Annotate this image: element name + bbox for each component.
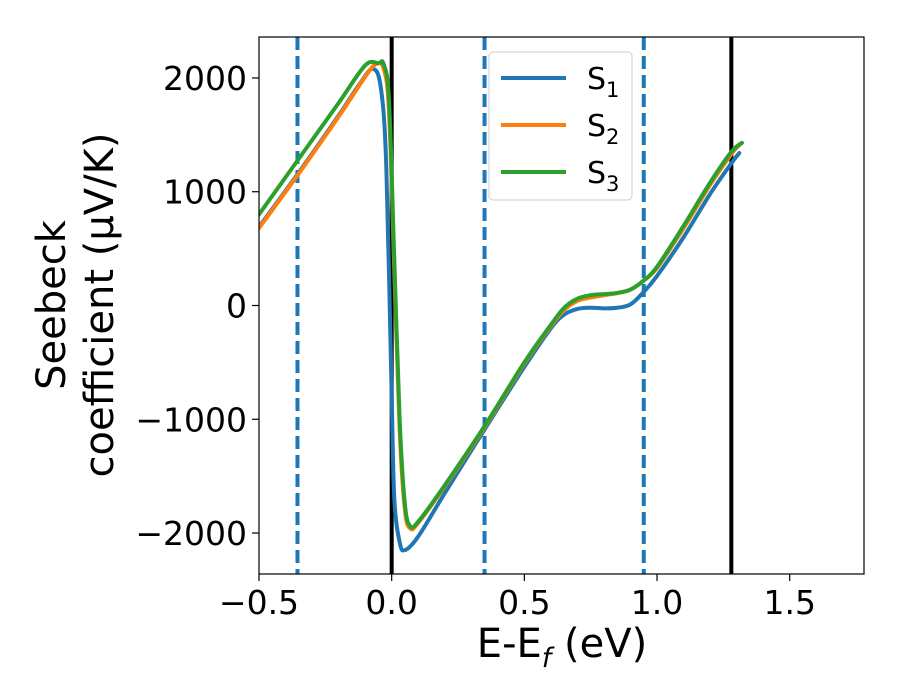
y-tick-label-2: 0 (226, 287, 247, 326)
x-tick-label-0: −0.5 (219, 583, 299, 622)
x-tick-label-3: 1.0 (631, 583, 683, 622)
y-tick-label-0: −2000 (135, 514, 247, 553)
legend-label-3: S3 (587, 156, 619, 196)
x-tick-label-1: 0.0 (365, 583, 417, 622)
y-tick-label-1: −1000 (135, 400, 247, 439)
x-tick-label-2: 0.5 (498, 583, 550, 622)
x-tick-label-4: 1.5 (763, 583, 815, 622)
ticks-layer: −0.5 0.0 0.5 1.0 1.5 −2000 −1000 0 1000 2000 (135, 59, 816, 622)
y-axis-label-line1: Seebeck (29, 219, 75, 390)
y-tick-label-4: 2000 (163, 59, 247, 98)
y-tick-label-3: 1000 (163, 173, 247, 212)
legend: S1 S2 S3 (488, 51, 633, 201)
x-axis-label-unit: (eV) (551, 621, 647, 667)
series-line-3 (259, 59, 744, 530)
x-axis-label: E-Ef (eV) (477, 621, 647, 674)
y-axis-label-line2: coefficient (μV/K) (77, 133, 123, 478)
legend-label-2: S2 (587, 109, 619, 149)
x-axis-label-main: E-E (477, 621, 542, 667)
data-layer (259, 37, 744, 574)
legend-label-1: S1 (587, 62, 619, 102)
